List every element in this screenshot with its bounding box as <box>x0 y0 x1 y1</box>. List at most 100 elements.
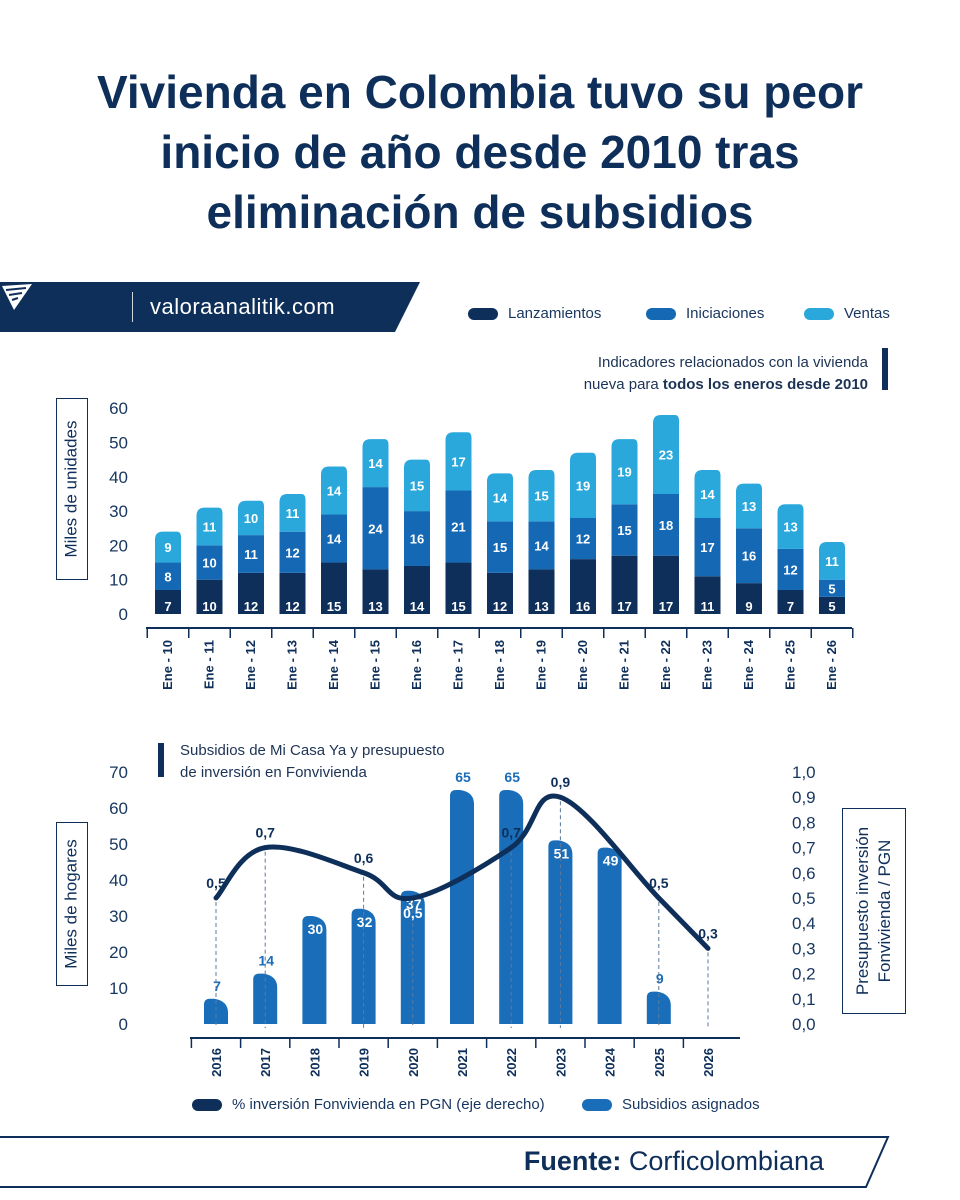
chart1-x-tick-label: Ene - 24 <box>741 639 756 690</box>
chart1-bar-segment <box>777 589 804 614</box>
chart1-data-label: 15 <box>617 523 631 538</box>
chart2-bar-label: 32 <box>357 914 373 930</box>
chart1-data-label: 11 <box>286 506 300 521</box>
chart1-x-tick-label: Ene - 19 <box>534 640 549 690</box>
chart2-line-label: 0,5 <box>649 875 669 891</box>
chart1-x-tick-label: Ene - 22 <box>658 640 673 690</box>
chart1-legend-item: Lanzamientos <box>468 305 601 322</box>
chart1-y-tick: 60 <box>109 399 128 418</box>
chart2-x-tick-label: 2019 <box>357 1048 372 1077</box>
chart1-bar-segment <box>819 596 845 614</box>
chart2-y-right-tick: 0,0 <box>792 1015 816 1034</box>
chart1-data-label: 9 <box>745 599 752 614</box>
chart2-x-tick-label: 2026 <box>701 1048 716 1077</box>
chart1-x-tick-label: Ene - 21 <box>617 640 632 690</box>
source-label: Fuente: <box>523 1146 622 1176</box>
chart1-y-tick: 20 <box>109 536 128 555</box>
chart1-bar-segment <box>611 439 638 505</box>
chart2-note: Subsidios de Mi Casa Ya y presupuesto de… <box>180 740 445 784</box>
chart2-legend-item: % inversión Fonvivienda en PGN (eje dere… <box>192 1096 545 1113</box>
chart1-bar-segment <box>445 490 472 563</box>
chart1-data-label: 11 <box>203 520 217 535</box>
chart2-x-tick-label: 2024 <box>603 1047 618 1077</box>
brand-banner: valoraanalitik.com <box>0 282 420 332</box>
chart1-data-label: 14 <box>534 538 549 553</box>
chart2-x-tick-label: 2017 <box>258 1048 273 1077</box>
chart1-bar-segment <box>653 493 679 556</box>
chart2-y-right-tick: 0,6 <box>792 864 816 883</box>
chart2-bar <box>400 890 425 1024</box>
chart1-data-label: 11 <box>825 554 839 569</box>
chart1-bar-segment <box>819 541 845 580</box>
chart1-data-label: 19 <box>617 465 631 480</box>
chart1-bar-segment <box>736 583 762 614</box>
chart1-data-label: 19 <box>576 478 590 493</box>
chart2-legend-swatch <box>192 1098 222 1111</box>
chart1-data-label: 13 <box>534 599 548 614</box>
chart2-line-label: 0,5 <box>206 875 226 891</box>
chart1-bar-segment <box>279 493 306 532</box>
chart1-y-tick: 30 <box>109 502 128 521</box>
chart2-x-tick-label: 2016 <box>209 1048 224 1077</box>
chart1-legend-label: Ventas <box>844 305 890 322</box>
chart2-bar <box>548 840 573 1024</box>
chart2-x-tick-label: 2023 <box>553 1048 568 1077</box>
chart1-data-label: 12 <box>244 599 258 614</box>
chart1-bar-segment <box>445 432 472 491</box>
chart2-y-right-tick: 0,1 <box>792 990 816 1009</box>
chart1-bar-segment <box>653 555 679 614</box>
chart1-data-label: 23 <box>659 448 673 463</box>
chart1-x-tick-label: Ene - 14 <box>326 639 341 690</box>
chart1-data-label: 12 <box>493 599 507 614</box>
chart2-y-right-tick: 1,0 <box>792 763 816 782</box>
chart1-bar-segment <box>570 452 596 518</box>
chart1-x-tick-label: Ene - 12 <box>243 640 258 690</box>
chart1-data-label: 14 <box>327 532 342 547</box>
chart1-data-label: 17 <box>700 540 714 555</box>
chart1-legend-swatch <box>646 307 676 320</box>
chart1-bar-segment <box>155 562 181 590</box>
chart2-legend-swatch <box>582 1098 612 1111</box>
chart1-data-label: 12 <box>285 545 299 560</box>
chart1-data-label: 13 <box>783 520 797 535</box>
chart1-data-label: 21 <box>451 520 465 535</box>
chart1-legend-item: Ventas <box>804 305 890 322</box>
brand-site[interactable]: valoraanalitik.com <box>150 294 336 319</box>
chart1-x-tick-label: Ene - 26 <box>824 640 839 690</box>
chart1-bar-segment <box>238 535 264 573</box>
page-title: Vivienda en Colombia tuvo su peor inicio… <box>97 66 863 238</box>
chart2-bar <box>204 998 228 1024</box>
chart2-svg: 0 10 20 30 40 50 60 70 0,0 0,1 0,2 0,3 0,4 0,5 0,6 0,7 0… <box>109 763 816 1077</box>
chart2-y-axis-label: Miles de hogares <box>56 822 88 986</box>
chart2-line-series <box>213 793 711 951</box>
chart1-bar-segment <box>694 469 721 518</box>
chart2-y-right-tick: 0,3 <box>792 939 816 958</box>
chart1-bar-segment <box>487 521 513 573</box>
chart1-bar-segment <box>321 466 347 515</box>
chart1-x-tick-label: Ene - 16 <box>409 640 424 690</box>
chart1-data-label: 10 <box>244 511 258 526</box>
chart1-bar-segment <box>570 517 596 560</box>
chart1-bar-segment <box>445 562 472 614</box>
chart1-svg: 0 10 20 30 40 50 60 7 8 9 Ene - 10 10 10 11 Ene - 11 12… <box>109 399 854 690</box>
chart1-note-prefix: nueva para <box>583 376 663 393</box>
chart2-x-tick-label: 2025 <box>652 1048 667 1077</box>
chart1-x-tick-label: Ene - 15 <box>368 640 383 690</box>
chart1-bar-segment <box>487 572 513 614</box>
chart2-line-label: 0,6 <box>354 850 374 866</box>
chart2-y-axis-right-label: Presupuesto inversión Fonvivienda / PGN <box>842 808 906 1014</box>
chart2-bar <box>302 916 327 1024</box>
source: Fuente: Corficolombiana <box>524 1146 824 1177</box>
chart1-bar-segment <box>238 572 264 614</box>
chart2-legend-label: Subsidios asignados <box>622 1096 760 1113</box>
chart2-x-tick-label: 2021 <box>455 1048 470 1077</box>
chart1-data-label: 7 <box>164 599 171 614</box>
chart1-bar-segment <box>819 579 845 597</box>
chart1-bar-segment <box>611 504 638 556</box>
chart1-bar-segment <box>528 469 555 522</box>
chart2-y-tick: 70 <box>109 763 128 782</box>
chart1-data-label: 14 <box>700 487 715 502</box>
chart1-legend-label: Iniciaciones <box>686 305 765 322</box>
source-frame <box>0 1136 890 1188</box>
chart1-x-tick-label: Ene - 10 <box>160 640 175 690</box>
